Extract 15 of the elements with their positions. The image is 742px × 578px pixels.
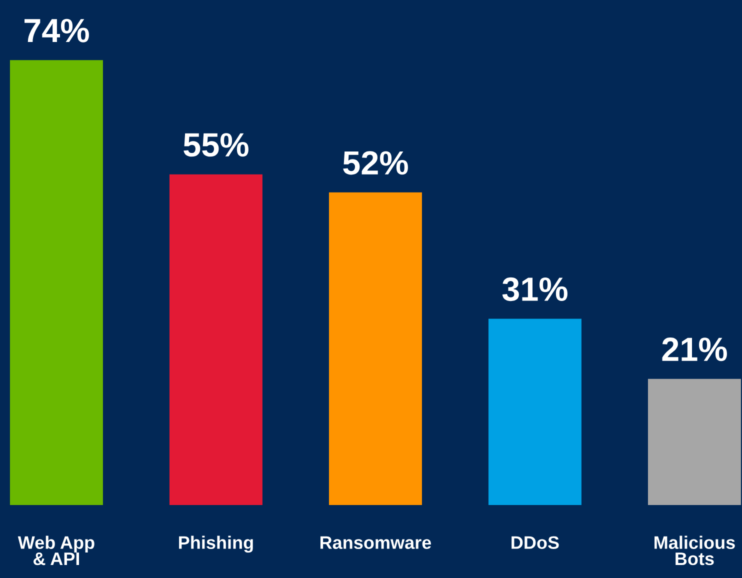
bar <box>328 192 422 506</box>
x-tick-label: Ransomware <box>320 536 432 549</box>
x-tick-label: Web App & API <box>18 536 94 566</box>
x-tick-label: Phishing <box>179 536 253 553</box>
data-label: 74% <box>24 18 89 42</box>
bar <box>648 378 741 506</box>
data-label: 55% <box>184 133 248 157</box>
data-label: 52% <box>343 151 408 175</box>
x-tick-label: Malicious Bots <box>654 536 735 566</box>
x-tick-label: DDoS <box>512 536 559 549</box>
bar <box>169 174 262 506</box>
data-label: 21% <box>662 338 727 362</box>
bar <box>488 318 582 506</box>
bar <box>10 60 103 506</box>
data-label: 31% <box>502 277 568 302</box>
